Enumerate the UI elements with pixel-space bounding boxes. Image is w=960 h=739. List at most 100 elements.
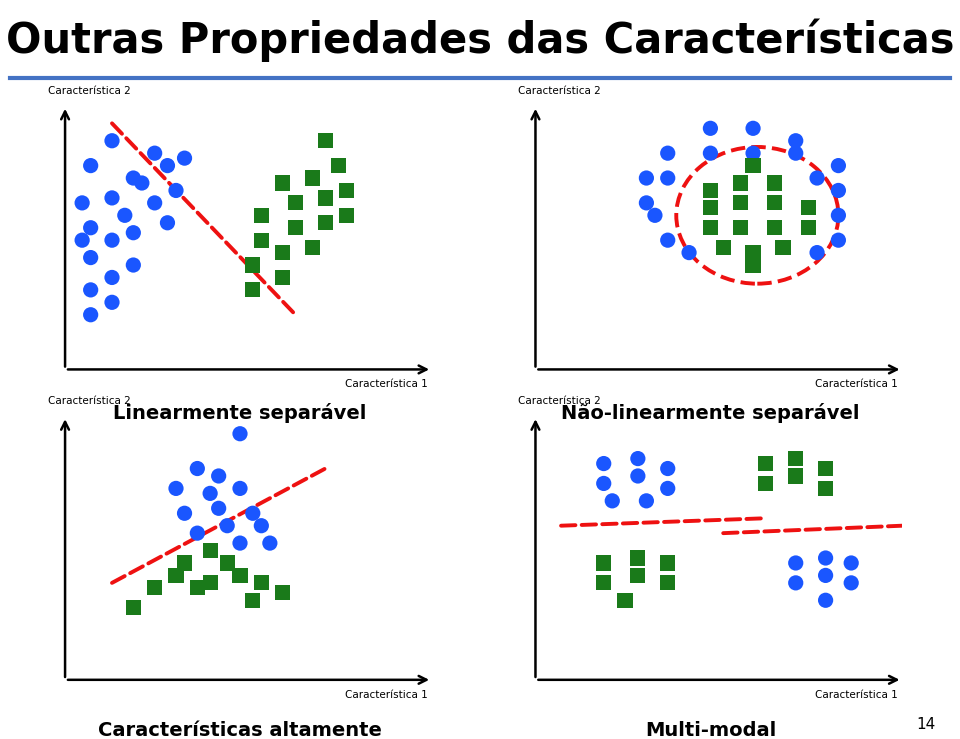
Point [703,202,718,214]
Point [168,570,183,582]
Point [232,570,248,582]
Point [262,537,277,549]
Point [630,552,645,564]
Point [660,463,676,474]
Point [330,160,346,171]
Point [211,503,227,514]
Point [745,147,760,159]
Text: Característica 2: Característica 2 [518,396,601,406]
Point [75,197,90,209]
Point [305,242,321,253]
Point [275,271,290,283]
Point [767,177,782,189]
Point [83,284,98,296]
Point [318,134,333,146]
Point [830,209,846,221]
Point [245,508,260,520]
Point [253,520,269,531]
Text: Característica 2: Característica 2 [518,86,601,96]
Point [630,453,645,465]
Text: Outras Propriedades das Características: Outras Propriedades das Características [6,19,954,62]
Point [318,192,333,204]
Point [788,577,804,589]
Point [788,147,804,159]
Point [177,557,192,569]
Point [275,587,290,599]
Text: 14: 14 [917,717,936,732]
Text: Não-linearmente separável: Não-linearmente separável [562,403,859,423]
Point [745,160,760,171]
Point [715,242,731,253]
Point [630,570,645,582]
Point [147,147,162,159]
Point [818,463,833,474]
Point [134,177,150,189]
Point [203,577,218,589]
Point [732,197,748,209]
Point [809,247,825,259]
Point [168,483,183,494]
Point [788,134,804,146]
Point [703,222,718,234]
Text: Característica 1: Característica 1 [815,689,899,700]
Point [596,477,612,489]
Point [660,234,676,246]
Point [232,537,248,549]
Point [660,172,676,184]
Point [596,457,612,469]
Point [147,197,162,209]
Point [83,252,98,264]
Point [232,428,248,440]
Point [190,463,205,474]
Point [83,222,98,234]
Point [203,545,218,556]
Point [75,234,90,246]
Point [339,209,354,221]
Point [177,508,192,520]
Point [177,152,192,164]
Point [105,192,120,204]
Point [159,160,175,171]
Point [830,185,846,197]
Point [305,172,321,184]
Point [682,247,697,259]
Point [126,259,141,271]
Text: Linearmente separável: Linearmente separável [113,403,367,423]
Point [211,470,227,482]
Point [647,209,662,221]
Point [159,217,175,228]
Point [638,495,654,507]
Point [818,552,833,564]
Point [126,227,141,239]
Point [126,602,141,613]
Point [630,470,645,482]
Point [703,123,718,134]
Point [190,582,205,593]
Point [788,470,804,482]
Point [660,483,676,494]
Point [617,594,633,606]
Point [245,284,260,296]
Point [745,247,760,259]
Point [703,185,718,197]
Point [745,259,760,271]
Point [776,242,791,253]
Point [245,594,260,606]
Point [844,557,859,569]
Point [83,309,98,321]
Point [703,147,718,159]
Point [818,483,833,494]
Point [253,209,269,221]
Point [605,495,620,507]
Point [275,177,290,189]
Point [638,172,654,184]
Point [275,247,290,259]
Point [168,185,183,197]
Point [801,202,816,214]
Point [126,172,141,184]
Point [232,483,248,494]
Point [83,160,98,171]
Point [818,570,833,582]
Point [818,594,833,606]
Point [105,234,120,246]
